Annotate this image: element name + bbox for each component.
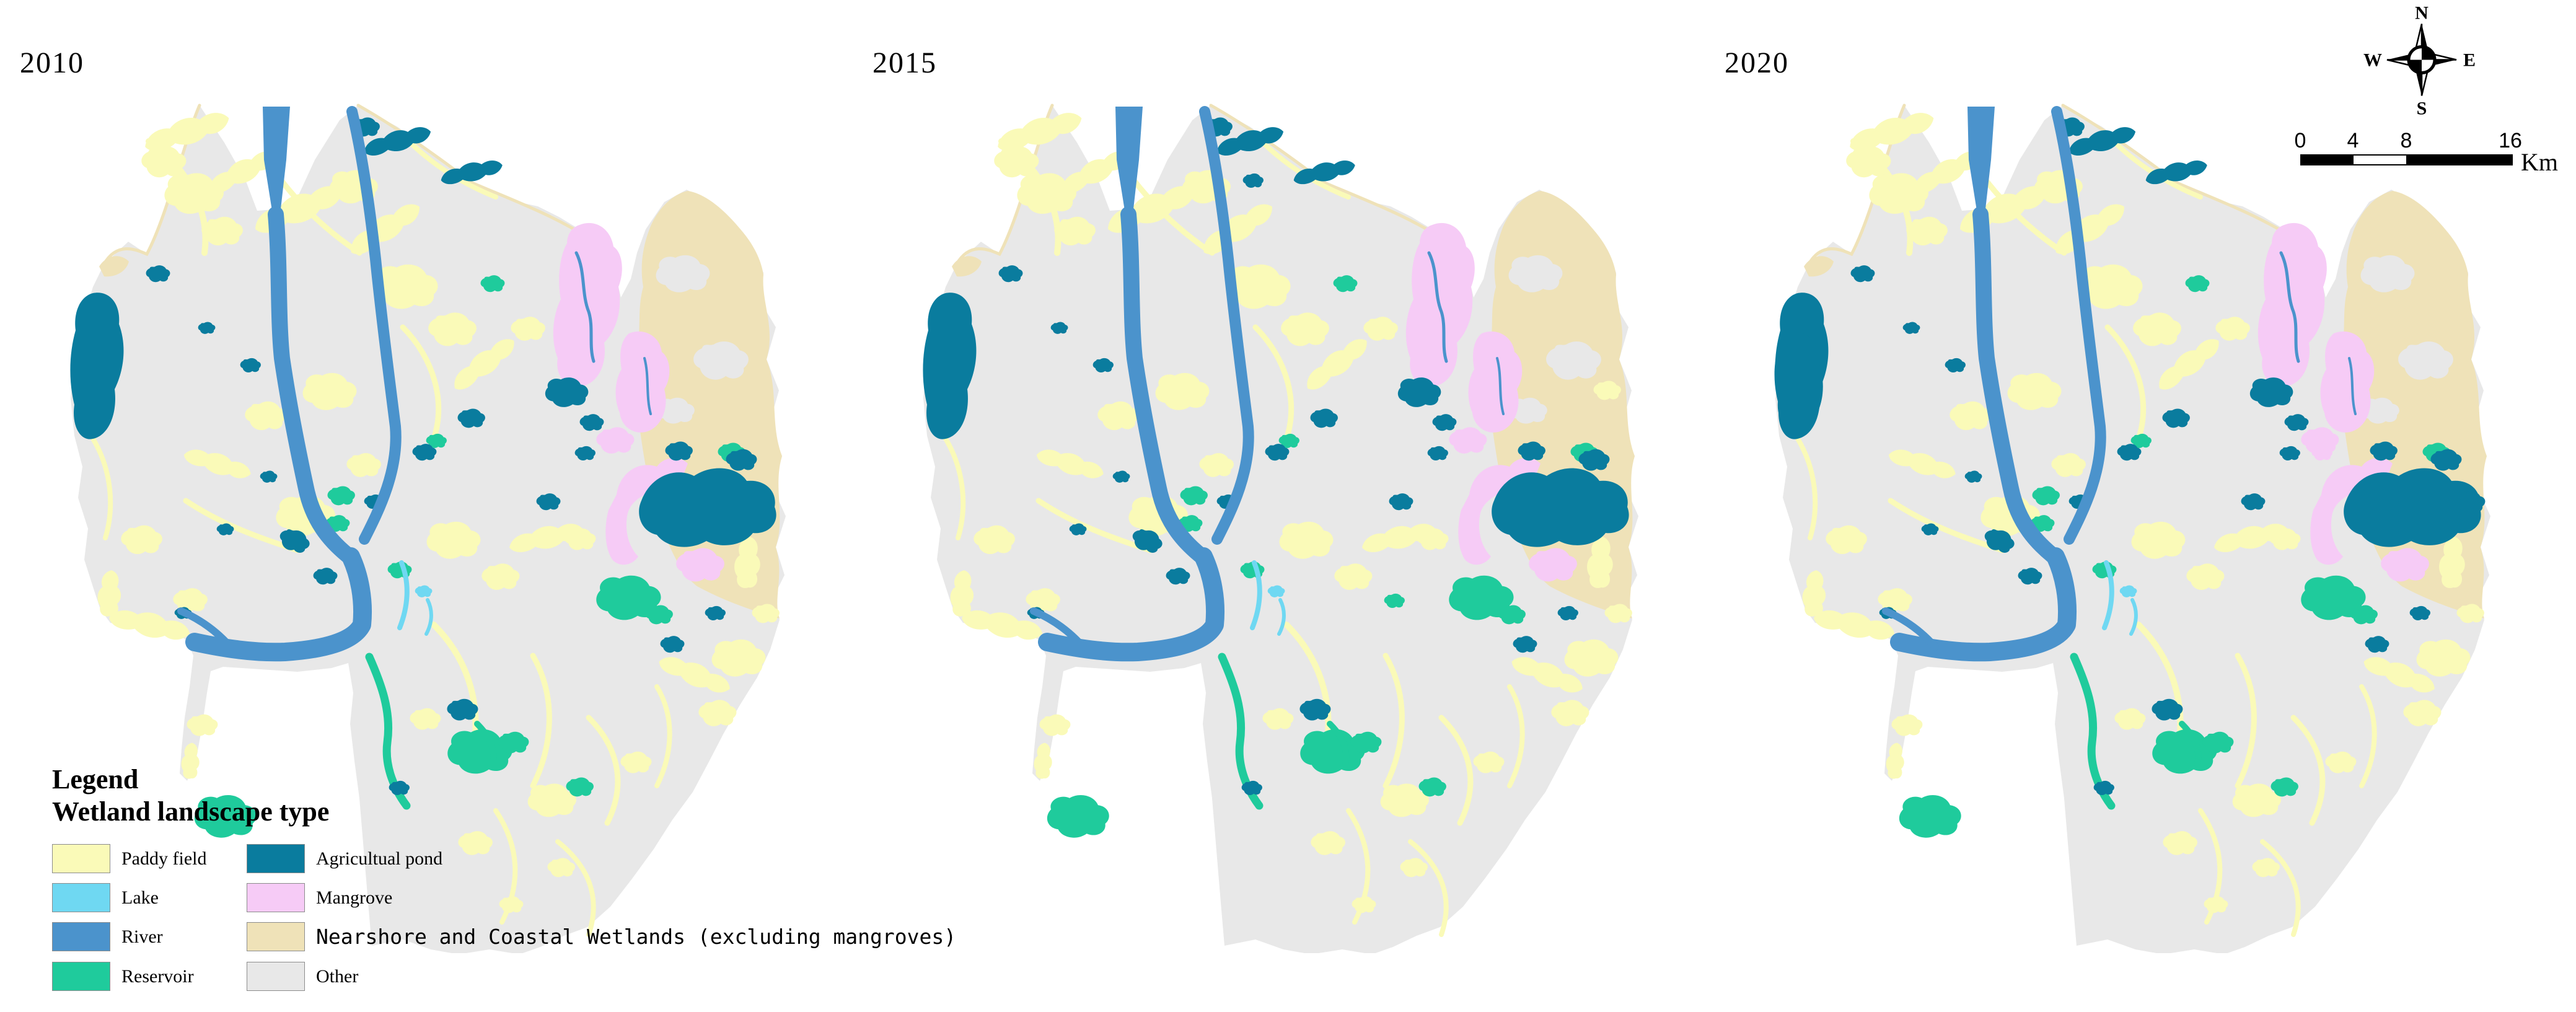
scale-tick-16: 16 [2499,129,2522,152]
mangrove-swatch [247,883,305,912]
compass-star-icon [2386,24,2457,96]
agricultural-pond-swatch [247,844,305,873]
lake-label: Lake [121,887,159,908]
scale-segment-4-8 [2354,156,2406,164]
map-panel-2015: 2015 [853,46,1702,961]
other-swatch [247,962,305,991]
river-swatch [52,922,110,951]
scale-tick-8: 8 [2400,129,2412,152]
legend-subtitle: Wetland landscape type [52,796,330,827]
reservoir-swatch [52,962,110,991]
compass-east-label: E [2463,50,2476,71]
map-panel-2010: 2010 [0,46,849,961]
mangrove-label: Mangrove [316,887,393,908]
year-2020-changes [1774,332,2486,513]
scale-segment-0-4 [2301,156,2354,164]
compass-west-label: W [2363,50,2382,71]
map-panel-2020: 2020 [1705,46,2554,961]
other-label: Other [316,966,359,987]
compass-north-label: N [2415,6,2429,24]
year-label-2015: 2015 [873,46,937,79]
legend-title: Legend [52,764,139,794]
scale-unit-label: Km [2521,148,2558,176]
legend-row-4: Reservoir Other [52,962,1056,991]
legend-row-3: River Nearshore and Coastal Wetlands (ex… [52,922,1056,951]
scale-bar-segments [2300,154,2513,165]
scale-bar: 0 4 8 16 Km [2293,129,2576,178]
compass-south-label: S [2417,99,2427,117]
scale-segment-8-16 [2406,156,2512,164]
paddy-field-label: Paddy field [121,848,207,869]
wetland-map-2020 [1705,67,2554,953]
legend-row-1: Paddy field Agricultual pond [52,844,1056,873]
year-label-2010: 2010 [20,46,84,79]
paddy-field-swatch [52,844,110,873]
reservoir-label: Reservoir [121,966,194,987]
nearshore-wetlands-label: Nearshore and Coastal Wetlands (excludin… [316,925,957,949]
year-label-2020: 2020 [1725,46,1789,79]
river-label: River [121,926,163,947]
scale-tick-0: 0 [2294,129,2306,152]
nearshore-wetlands-swatch [247,922,305,951]
lake-swatch [52,883,110,912]
agricultural-pond-label: Agricultual pond [316,848,443,869]
compass-rose: N S W E [2363,6,2476,117]
legend-row-2: Lake Mangrove [52,883,1056,912]
legend: Legend Wetland landscape type Paddy fiel… [52,763,1056,991]
scale-tick-4: 4 [2347,129,2359,152]
